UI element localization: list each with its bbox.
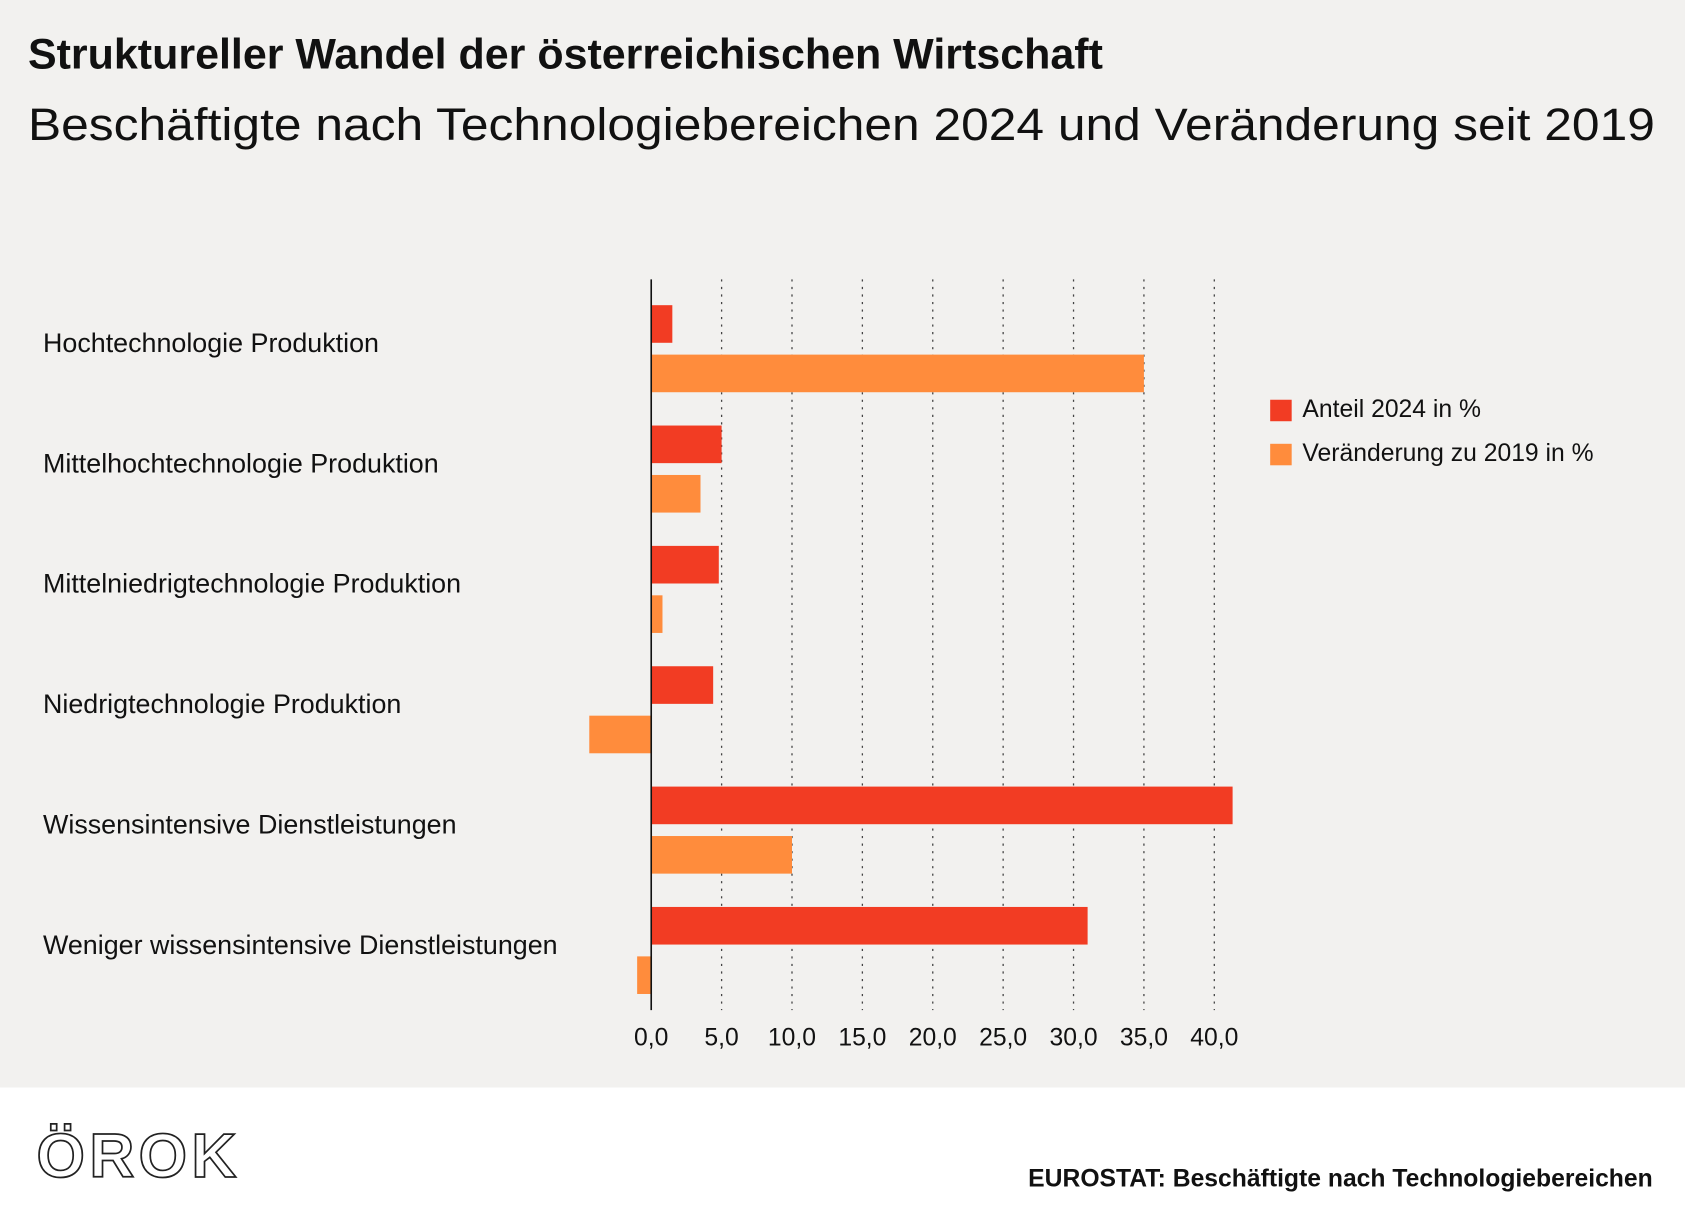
x-tick-label: 40,0 (1190, 1025, 1238, 1052)
x-tick-label: 0,0 (634, 1025, 668, 1052)
bar (651, 545, 719, 584)
bar (651, 836, 792, 874)
x-tick-label: 5,0 (704, 1025, 738, 1052)
y-tick-label: Niedrigtechnologie Produktion (43, 689, 401, 719)
bar (651, 354, 1144, 393)
y-tick-label: Hochtechnologie Produktion (43, 328, 379, 358)
bar (651, 906, 1088, 945)
x-tick-label: 10,0 (768, 1025, 816, 1052)
x-tick-label: 35,0 (1120, 1025, 1168, 1052)
background (0, 0, 1685, 1088)
y-tick-label: Mittelniedrigtechnologie Produktion (43, 569, 461, 599)
x-tick-label: 20,0 (909, 1025, 957, 1052)
footer (0, 1087, 1685, 1229)
legend-swatch (1270, 399, 1292, 422)
logo: ÖROK (37, 1122, 241, 1191)
x-tick-label: 30,0 (1049, 1025, 1097, 1052)
bar (637, 956, 652, 994)
bar (589, 715, 652, 754)
chart-title: Struktureller Wandel der österreichische… (28, 30, 1103, 78)
x-tick-label: 25,0 (979, 1025, 1027, 1052)
legend-label: Veränderung zu 2019 in % (1302, 440, 1593, 467)
bar (651, 786, 1233, 825)
bar (651, 474, 701, 513)
bar (651, 305, 673, 343)
chart-subtitle: Beschäftigte nach Technologiebereichen 2… (28, 99, 1655, 150)
y-tick-label: Wissensintensive Dienstleistungen (43, 809, 457, 839)
legend-label: Anteil 2024 in % (1302, 396, 1481, 423)
bar (651, 666, 714, 704)
bar (651, 425, 722, 464)
source: EUROSTAT: Beschäftigte nach Technologieb… (1028, 1165, 1653, 1192)
legend-swatch (1270, 443, 1292, 466)
x-tick-label: 15,0 (838, 1025, 886, 1052)
y-tick-label: Mittelhochtechnologie Produktion (43, 448, 439, 478)
bar (651, 595, 663, 633)
y-tick-label: Weniger wissensintensive Dienstleistunge… (43, 930, 558, 960)
